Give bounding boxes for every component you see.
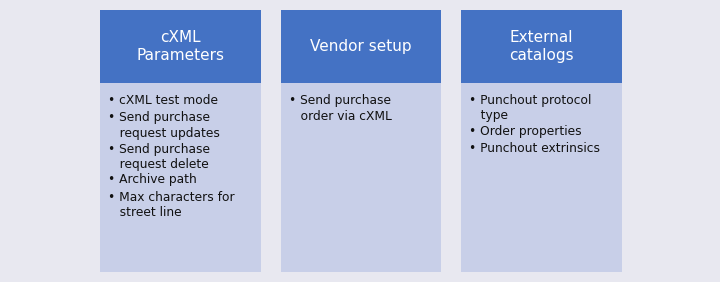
Text: • Send purchase
   order via cXML: • Send purchase order via cXML [289, 94, 392, 122]
Bar [462, 10, 622, 83]
Bar [281, 10, 441, 272]
Text: • Send purchase
   request delete: • Send purchase request delete [108, 142, 210, 171]
Bar [100, 10, 261, 272]
Text: • Order properties: • Order properties [469, 125, 582, 138]
Bar [100, 10, 261, 83]
Text: • Send purchase
   request updates: • Send purchase request updates [108, 111, 220, 140]
Text: • Punchout protocol
   type: • Punchout protocol type [469, 94, 592, 122]
Text: Vendor setup: Vendor setup [310, 39, 412, 54]
Text: cXML
Parameters: cXML Parameters [136, 30, 225, 63]
Text: • cXML test mode: • cXML test mode [108, 94, 218, 107]
Bar [281, 10, 441, 83]
Text: • Archive path: • Archive path [108, 173, 197, 186]
Bar [462, 10, 622, 272]
Text: • Punchout extrinsics: • Punchout extrinsics [469, 142, 600, 155]
Text: External
catalogs: External catalogs [509, 30, 574, 63]
Text: • Max characters for
   street line: • Max characters for street line [108, 191, 235, 219]
